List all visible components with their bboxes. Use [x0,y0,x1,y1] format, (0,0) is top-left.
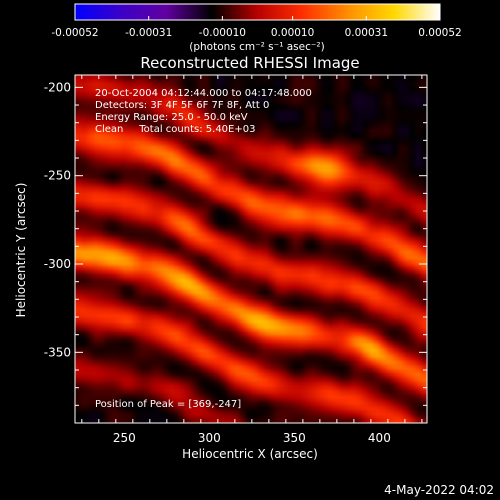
y-tick-label: -350 [44,345,71,359]
colorbar [75,4,440,20]
x-tick-label: 250 [113,431,136,445]
colorbar-units-label: (photons cm⁻² s⁻¹ asec⁻²) [189,41,324,53]
info-line-4: Clean Total counts: 5.40E+03 [95,124,255,135]
y-tick-label: -300 [44,257,71,271]
y-axis-label: Heliocentric Y (arcsec) [14,183,28,318]
colorbar-tick-label: 0.00052 [418,27,461,39]
x-tick-label: 400 [368,431,391,445]
colorbar-tick-label: -0.00052 [51,27,98,39]
colorbar-tick-label: 0.00010 [271,27,314,39]
timestamp: 4-May-2022 04:02 [384,483,494,497]
x-tick-label: 350 [283,431,306,445]
chart-title: Reconstructed RHESSI Image [140,54,359,72]
info-line-2: Detectors: 3F 4F 5F 6F 7F 8F, Att 0 [95,100,269,111]
info-line-1: 20-Oct-2004 04:12:44.000 to 04:17:48.000 [95,88,312,99]
y-tick-label: -250 [44,169,71,183]
heatmap-image [75,75,427,423]
info-line-3: Energy Range: 25.0 - 50.0 keV [95,112,248,123]
colorbar-tick-label: 0.00031 [345,27,388,39]
peak-position-label: Position of Peak = [369,-247] [95,399,241,410]
x-tick-label: 300 [198,431,221,445]
colorbar-tick-label: -0.00010 [199,27,246,39]
plot-frame [74,74,428,424]
y-tick-label: -200 [44,80,71,94]
x-axis-label: Heliocentric X (arcsec) [182,447,318,461]
colorbar-tick-label: -0.00031 [125,27,172,39]
